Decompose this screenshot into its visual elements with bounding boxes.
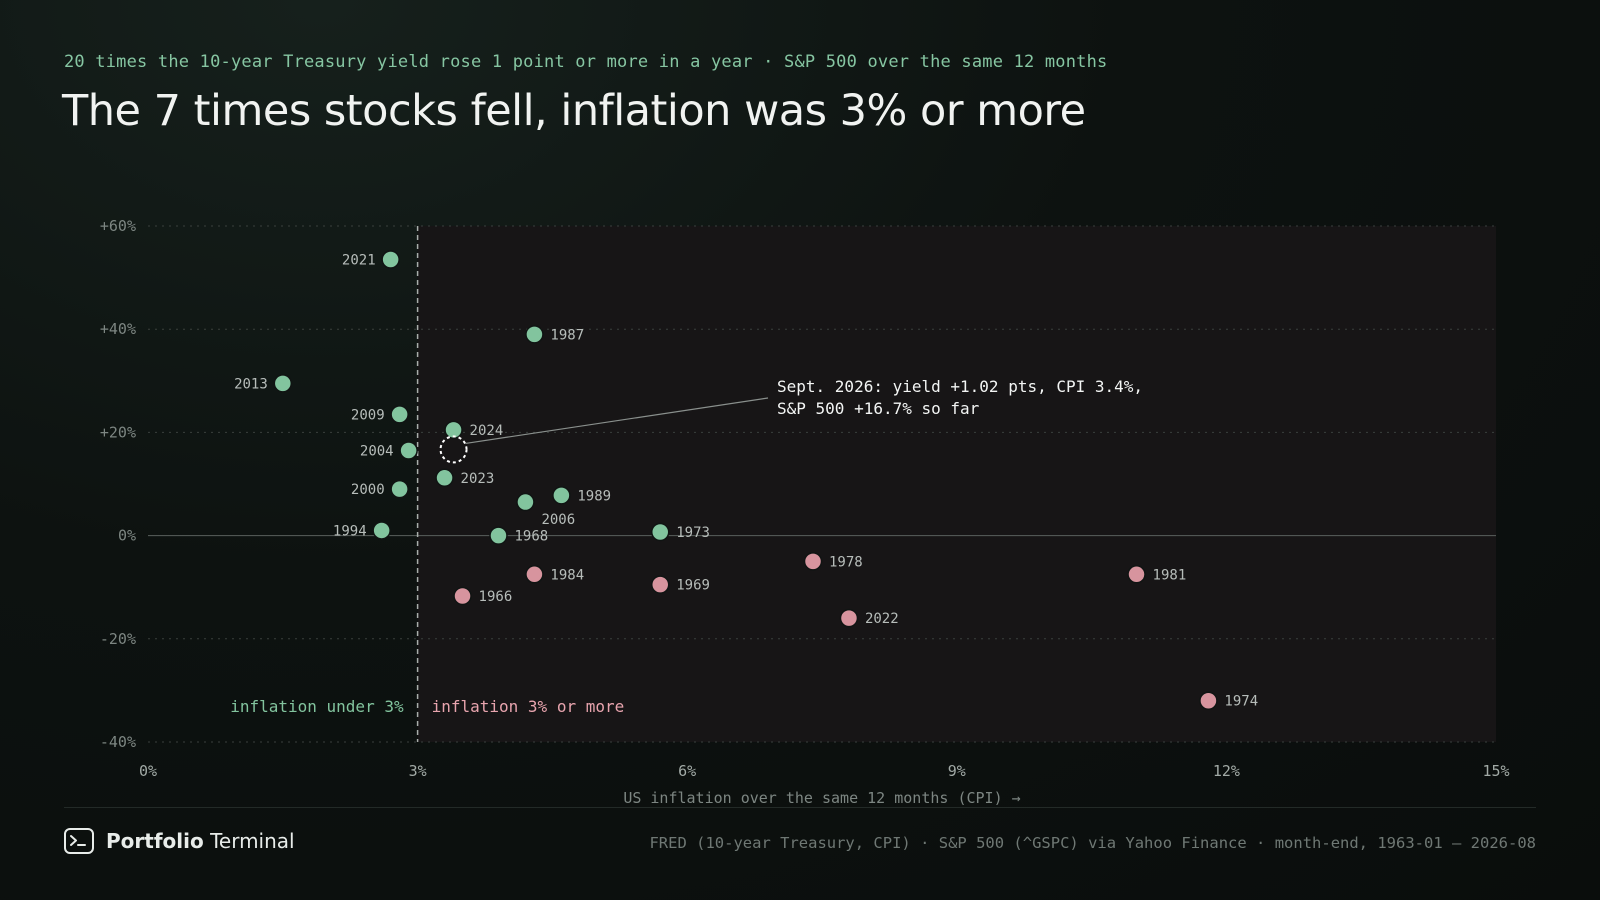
x-axis-label: US inflation over the same 12 months (CP… xyxy=(623,789,1020,807)
point-label-1978: 1978 xyxy=(829,554,863,570)
inflation-high-region xyxy=(417,226,1497,742)
point-2023 xyxy=(435,468,454,488)
brand-logo: Portfolio Terminal xyxy=(64,828,295,854)
point-label-1968: 1968 xyxy=(514,529,548,545)
brand-name: Portfolio Terminal xyxy=(106,829,295,853)
point-1966 xyxy=(453,586,472,606)
point-label-2022: 2022 xyxy=(865,611,899,627)
point-label-2009: 2009 xyxy=(351,407,385,423)
brand-name-light: Terminal xyxy=(210,829,295,853)
x-tick-label: 15% xyxy=(1482,762,1509,780)
point-1989 xyxy=(552,486,571,505)
y-tick-label: +40% xyxy=(100,320,136,338)
gridlines xyxy=(148,225,1496,743)
callout-text-line-2: S&P 500 +16.7% so far xyxy=(777,399,980,418)
point-label-1966: 1966 xyxy=(479,589,513,605)
page-title: The 7 times stocks fell, inflation was 3… xyxy=(62,86,1086,136)
brand-name-bold: Portfolio xyxy=(106,829,204,853)
current-annotation: Sept. 2026: yield +1.02 pts, CPI 3.4%, S… xyxy=(439,377,1143,464)
footer-divider xyxy=(64,807,1536,808)
point-label-2024: 2024 xyxy=(470,423,504,439)
point-1984 xyxy=(525,565,544,584)
x-tick-label: 3% xyxy=(409,762,427,780)
point-1968 xyxy=(489,526,508,545)
point-1981 xyxy=(1127,565,1146,584)
point-1973 xyxy=(650,522,670,542)
point-label-2021: 2021 xyxy=(342,253,376,269)
region-label-under: inflation under 3% xyxy=(230,697,404,716)
point-2021 xyxy=(381,250,400,269)
point-1969 xyxy=(650,575,670,594)
point-1987 xyxy=(525,325,544,344)
chart-kicker: 20 times the 10-year Treasury yield rose… xyxy=(64,52,1108,72)
point-1978 xyxy=(803,552,823,571)
point-2022 xyxy=(839,608,859,628)
point-label-1981: 1981 xyxy=(1153,567,1187,583)
x-tick-label: 6% xyxy=(678,762,696,780)
callout-text-line-1: Sept. 2026: yield +1.02 pts, CPI 3.4%, xyxy=(777,377,1143,396)
y-tick-label: +60% xyxy=(100,217,136,235)
point-label-1994: 1994 xyxy=(333,523,367,539)
point-1974 xyxy=(1199,691,1218,710)
point-2013 xyxy=(273,374,293,393)
point-label-2004: 2004 xyxy=(360,443,394,459)
point-label-2023: 2023 xyxy=(461,471,495,487)
y-tick-label: +20% xyxy=(100,423,136,441)
point-label-1989: 1989 xyxy=(577,488,611,504)
y-tick-label: -20% xyxy=(100,630,136,648)
point-label-2000: 2000 xyxy=(351,482,385,498)
y-tick-label: 0% xyxy=(118,527,136,545)
point-label-2006: 2006 xyxy=(541,512,575,528)
x-tick-label: 12% xyxy=(1213,762,1240,780)
data-points: 2021 1987 2013 2009 2024 2004 2023 2000 19892006… xyxy=(234,250,1258,710)
point-2006 xyxy=(516,492,535,512)
point-label-1973: 1973 xyxy=(676,525,710,541)
scatter-chart: +60% +40% +20% 0% -20% -40% 0% 3% 6% 9% 12% 15% US… xyxy=(100,217,1510,807)
current-point-marker xyxy=(439,435,468,464)
point-label-2013: 2013 xyxy=(234,376,268,392)
terminal-icon xyxy=(64,828,94,854)
callout-line xyxy=(465,397,769,445)
point-1994 xyxy=(372,521,391,540)
x-axis-ticks: 0% 3% 6% 9% 12% 15% xyxy=(139,762,1510,780)
x-tick-label: 9% xyxy=(948,762,966,780)
point-2004 xyxy=(399,441,418,460)
source-note: FRED (10-year Treasury, CPI) · S&P 500 (… xyxy=(649,834,1536,852)
point-label-1984: 1984 xyxy=(550,567,584,583)
point-label-1969: 1969 xyxy=(676,578,710,594)
point-2024 xyxy=(444,420,463,440)
region-label-over: inflation 3% or more xyxy=(432,697,625,716)
point-label-1987: 1987 xyxy=(550,327,584,343)
point-2000 xyxy=(390,479,409,499)
x-tick-label: 0% xyxy=(139,762,157,780)
y-axis-ticks: +60% +40% +20% 0% -20% -40% xyxy=(100,217,136,751)
point-label-1974: 1974 xyxy=(1224,694,1258,710)
y-tick-label: -40% xyxy=(100,733,136,751)
point-2009 xyxy=(390,405,409,424)
